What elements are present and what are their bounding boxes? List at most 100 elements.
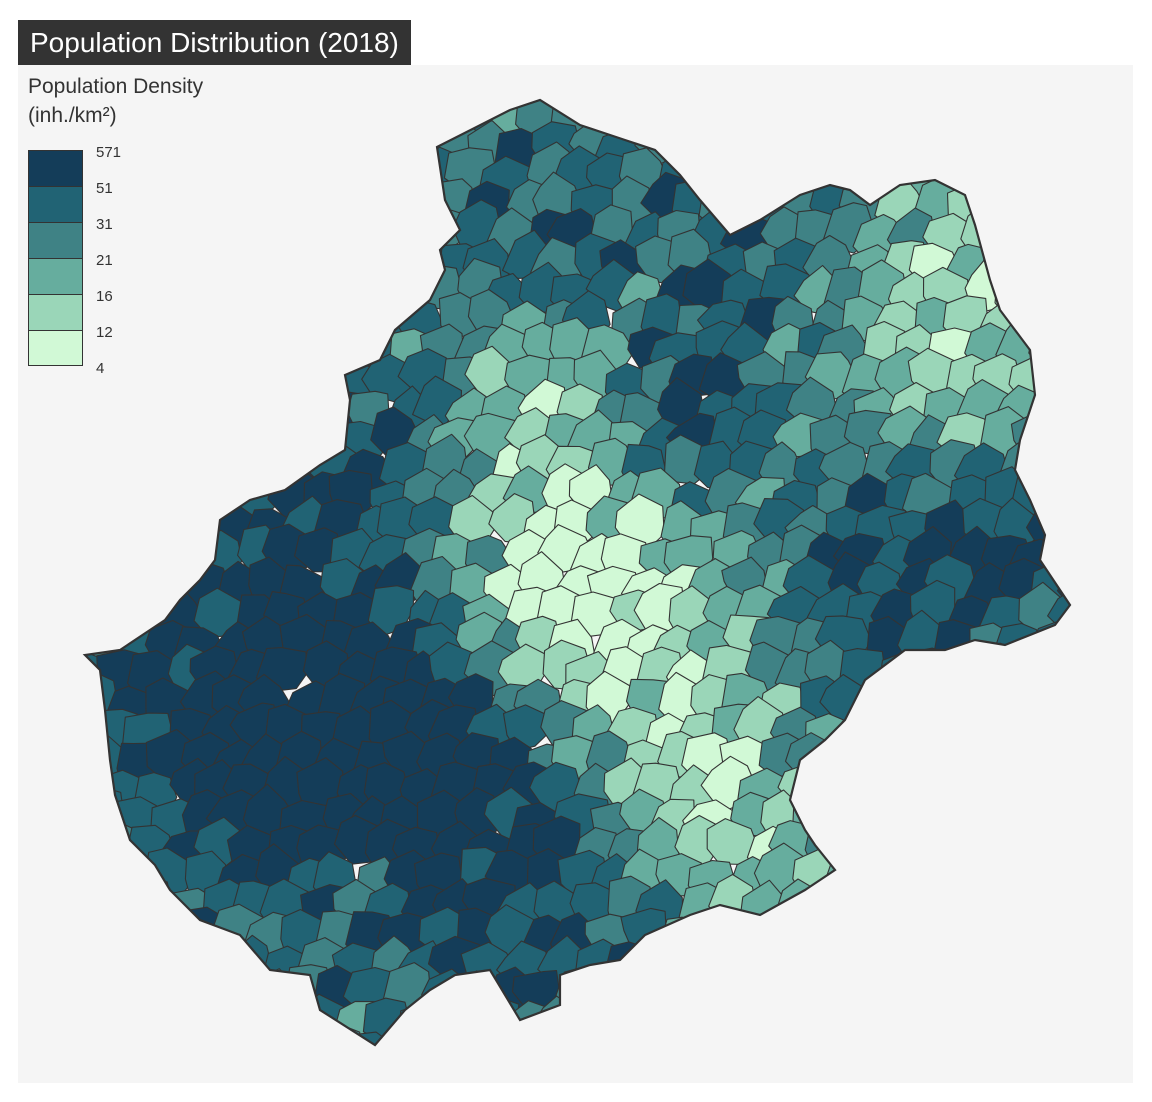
municipality-cell — [1142, 179, 1152, 229]
municipality-cell — [280, 1028, 333, 1045]
municipality-cell — [438, 3, 485, 52]
municipality-cell — [413, 1031, 466, 1045]
municipality-cell — [425, 100, 480, 115]
municipality-cell — [32, 412, 80, 460]
municipality-cell — [0, 91, 20, 137]
municipality-cell — [1055, 1060, 1101, 1102]
municipality-cell — [0, 671, 29, 719]
municipality-cell — [110, 496, 161, 549]
municipality-cell — [651, 1021, 701, 1045]
municipality-cell — [85, 494, 88, 547]
municipality-cell — [1117, 181, 1152, 227]
municipality-cell — [616, 100, 672, 144]
municipality-cell — [947, 1007, 999, 1045]
municipality-cell — [934, 619, 979, 667]
municipality-cell — [1056, 913, 1070, 961]
municipality-cell — [154, 173, 204, 223]
municipality-cell — [166, 1000, 218, 1045]
municipality-cell — [1037, 264, 1070, 312]
municipality-cell — [671, 1053, 723, 1102]
municipality-cell — [975, 1048, 1019, 1101]
municipality-cell — [741, 3, 791, 56]
municipality-cell — [0, 1003, 41, 1051]
municipality-cell — [1095, 903, 1143, 956]
municipality-cell — [925, 908, 975, 961]
municipality-cell — [619, 30, 669, 78]
municipality-cell — [721, 100, 773, 141]
municipality-cell — [269, 183, 317, 234]
municipality-cell — [698, 28, 741, 83]
municipality-cell — [1135, 849, 1152, 901]
municipality-cell — [735, 121, 786, 173]
municipality-cell — [979, 944, 1031, 993]
municipality-cell — [882, 945, 931, 995]
municipality-cell — [548, 1032, 602, 1045]
municipality-cell — [125, 121, 179, 178]
municipality-cell — [909, 825, 962, 875]
municipality-cell — [469, 995, 520, 1044]
municipality-cell — [437, 1054, 484, 1102]
municipality-cell — [743, 938, 791, 992]
municipality-cell — [194, 1056, 245, 1100]
municipality-cell — [0, 968, 23, 1019]
municipality-cell — [1028, 319, 1070, 372]
municipality-cell — [85, 1030, 93, 1045]
municipality-cell — [0, 645, 38, 698]
municipality-cell — [898, 1025, 951, 1045]
municipality-cell — [871, 820, 927, 872]
municipality-cell — [0, 229, 6, 281]
municipality-cell — [756, 27, 799, 77]
municipality-cell — [1097, 264, 1144, 315]
municipality-cell — [977, 182, 1028, 232]
municipality-cell — [206, 379, 258, 432]
municipality-cell — [1102, 622, 1148, 671]
municipality-cell — [0, 390, 21, 437]
municipality-cell — [819, 1030, 869, 1045]
municipality-cell — [136, 439, 187, 494]
municipality-cell — [581, 1021, 630, 1045]
municipality-cell — [10, 739, 58, 784]
municipality-cell — [380, 150, 432, 202]
municipality-cell — [41, 0, 92, 18]
municipality-cell — [0, 1023, 30, 1078]
municipality-cell — [342, 1031, 393, 1045]
municipality-cell — [0, 501, 24, 549]
municipality-cell — [688, 100, 733, 149]
municipality-cell — [1000, 34, 1050, 85]
municipality-cell — [30, 879, 81, 931]
municipality-cell — [974, 761, 1025, 818]
municipality-cell — [134, 383, 188, 437]
municipality-cell — [1077, 6, 1128, 53]
municipality-cell — [516, 0, 568, 19]
municipality-cell — [128, 940, 184, 987]
municipality-cell — [85, 381, 123, 436]
municipality-cell — [225, 1004, 279, 1045]
municipality-cell — [829, 909, 883, 961]
municipality-cell — [934, 818, 988, 871]
municipality-cell — [85, 966, 88, 1019]
municipality-cell — [999, 209, 1051, 262]
municipality-cell — [918, 100, 974, 142]
municipality-cell — [266, 295, 315, 345]
municipality-cell — [586, 32, 640, 82]
municipality-cell — [1145, 647, 1152, 698]
municipality-cell — [0, 55, 12, 106]
municipality-cell — [1115, 588, 1152, 632]
municipality-cell — [1061, 328, 1070, 381]
municipality-cell — [1076, 533, 1129, 581]
municipality-cell — [199, 293, 250, 343]
municipality-cell — [89, 585, 141, 636]
municipality-cell — [972, 707, 1021, 757]
municipality-cell — [29, 940, 79, 992]
municipality-cell — [877, 100, 921, 114]
municipality-cell — [276, 263, 330, 313]
municipality-cell — [0, 825, 8, 870]
municipality-cell — [488, 1025, 539, 1045]
municipality-cell — [1131, 325, 1152, 376]
municipality-cell — [822, 36, 874, 84]
municipality-cell — [980, 100, 1029, 117]
municipality-cell — [747, 1065, 790, 1102]
municipality-cell — [0, 331, 30, 379]
municipality-cell — [0, 765, 34, 812]
municipality-cell — [1048, 235, 1070, 290]
